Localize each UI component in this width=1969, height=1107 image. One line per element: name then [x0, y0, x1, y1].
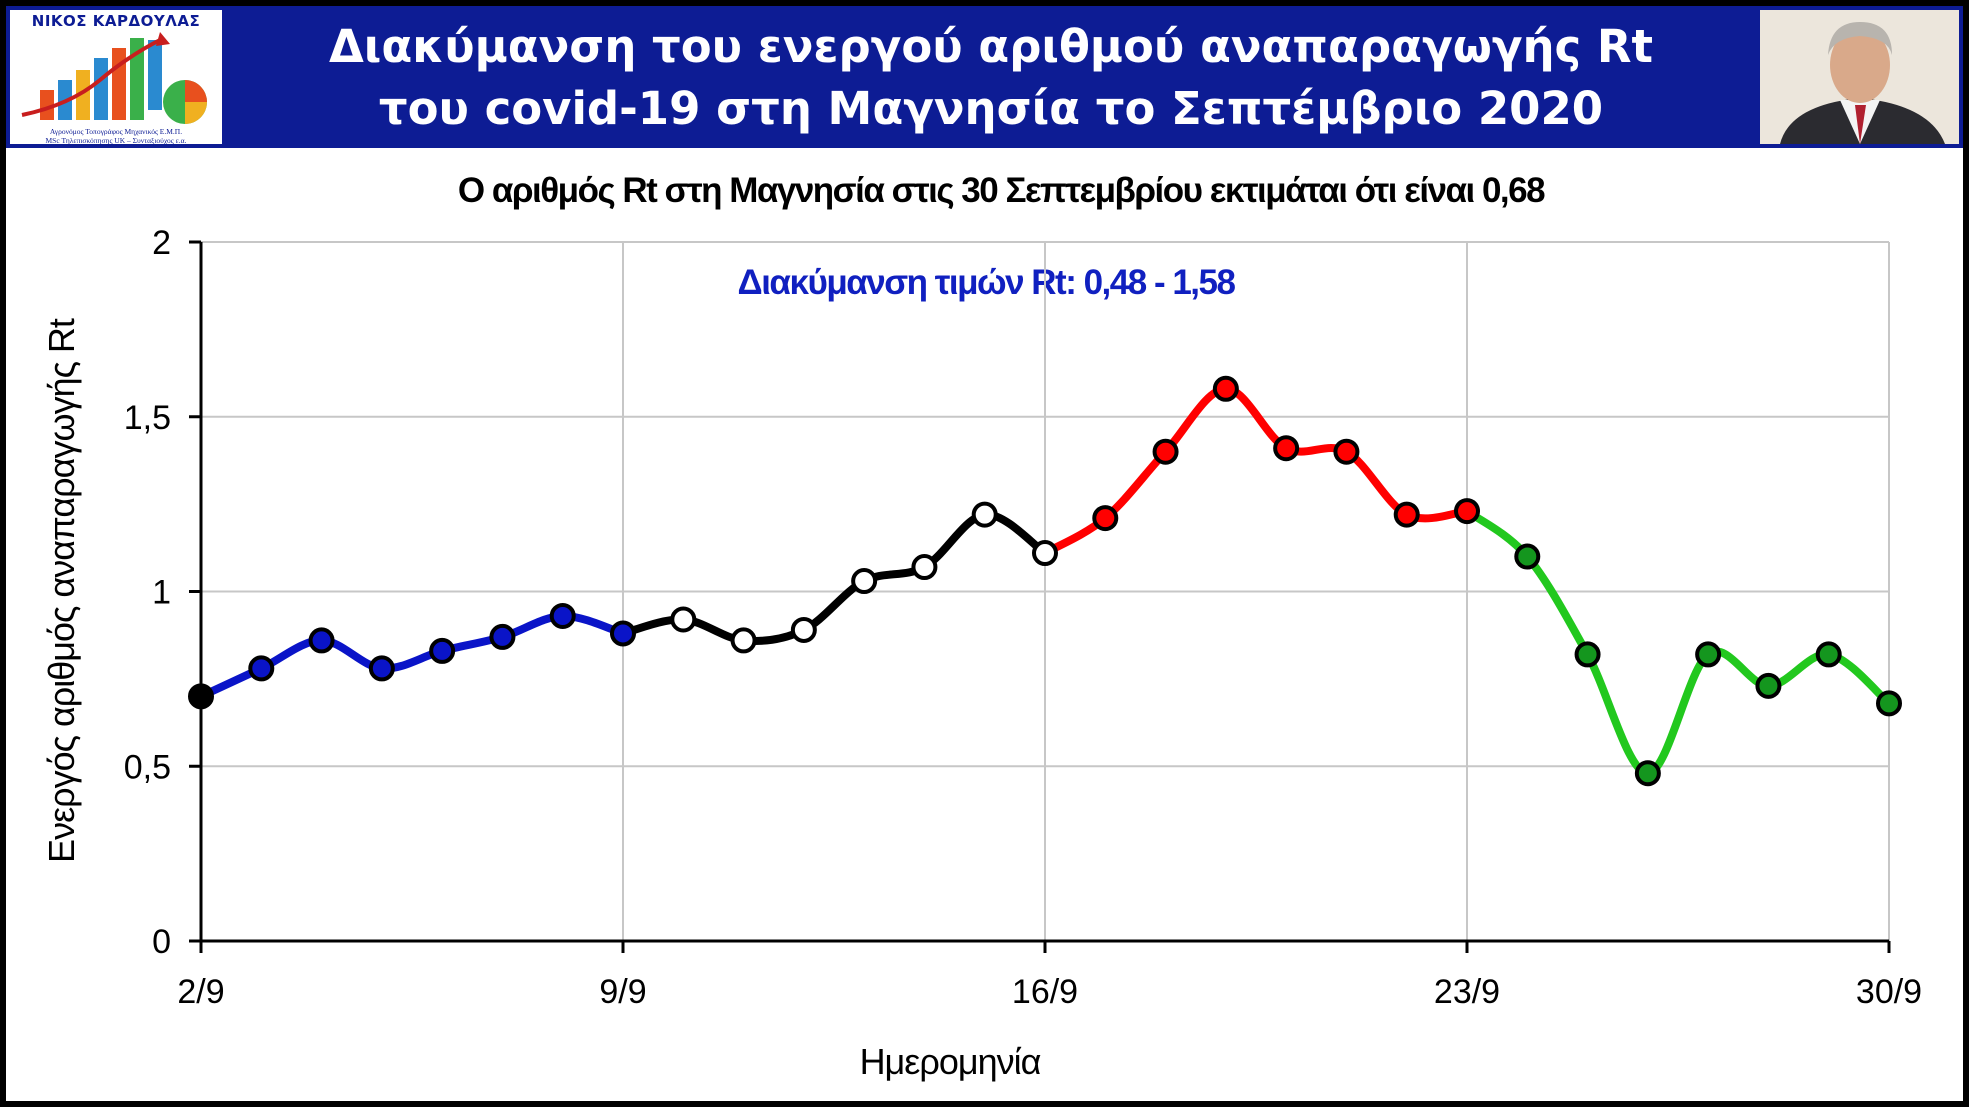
data-point-day-12	[790, 616, 817, 643]
data-point-day-2	[188, 683, 214, 710]
data-point-day-11	[730, 627, 757, 654]
y-tick-label: 1	[152, 574, 171, 612]
y-tick-label: 2	[152, 224, 171, 262]
chart-annotation: Διακύμανση τιμών Rt: 0,48 - 1,58	[738, 263, 1236, 302]
logo-subtitle-1: Αγρονόμος Τοπογράφος Μηχανικός Ε.Μ.Π.	[49, 127, 183, 136]
data-point-day-16	[1032, 540, 1058, 567]
data-point-day-13	[851, 568, 878, 595]
data-point-day-30	[1876, 690, 1902, 717]
data-point-day-5	[368, 655, 395, 682]
data-points	[188, 375, 1902, 787]
logo-subtitle-2: MSc Τηλεπισκόπησης UK – Συνταξιούχος ε.α…	[45, 136, 187, 144]
x-tick-label: 9/9	[599, 973, 646, 1011]
chart-area: Ο αριθμός Rt στη Μαγνησία στις 30 Σεπτεμ…	[6, 148, 1963, 1101]
y-tick-labels: 0 0,5 1 1,5 2	[124, 224, 171, 961]
data-point-day-9	[610, 620, 636, 647]
data-point-day-27	[1695, 641, 1722, 668]
logo-graphic	[21, 32, 207, 124]
frame: ΝΙΚΟΣ ΚΑΡΔΟΥΛΑΣ Αγρονόμος Τοπογράφος Μηχ…	[6, 6, 1963, 1101]
logo-title: ΝΙΚΟΣ ΚΑΡΔΟΥΛΑΣ	[31, 12, 201, 30]
data-point-day-22	[1393, 501, 1420, 528]
header-title: Διακύμανση του ενεργού αριθμού αναπαραγω…	[236, 16, 1746, 140]
data-point-day-18	[1152, 438, 1179, 465]
data-point-day-24	[1514, 543, 1541, 570]
x-tick-label: 30/9	[1856, 973, 1922, 1011]
header-title-line-1: Διακύμανση του ενεργού αριθμού αναπαραγω…	[328, 20, 1654, 73]
y-tick-label: 0	[152, 923, 171, 961]
x-tick-label: 16/9	[1012, 973, 1078, 1011]
data-point-day-29	[1815, 641, 1842, 668]
data-point-day-17	[1092, 505, 1119, 532]
data-point-day-10	[670, 606, 697, 633]
x-axis-label: Ημερομηνία	[860, 1041, 1041, 1082]
data-point-day-6	[429, 637, 456, 664]
data-point-day-25	[1574, 641, 1601, 668]
data-point-day-8	[549, 602, 576, 629]
data-point-day-19	[1212, 375, 1239, 402]
data-point-day-28	[1755, 672, 1782, 699]
axis-layer	[189, 240, 1891, 953]
data-point-day-14	[911, 554, 938, 581]
data-point-day-7	[489, 623, 516, 650]
x-tick-labels: 2/9 9/9 16/9 23/9 30/9	[177, 973, 1922, 1011]
data-point-day-20	[1273, 435, 1300, 462]
data-point-day-4	[308, 627, 335, 654]
header-banner: ΝΙΚΟΣ ΚΑΡΔΟΥΛΑΣ Αγρονόμος Τοπογράφος Μηχ…	[6, 6, 1963, 148]
author-photo	[1760, 10, 1959, 144]
portrait-graphic	[1760, 10, 1959, 144]
data-point-day-23	[1454, 498, 1480, 525]
y-tick-label: 0,5	[124, 748, 171, 786]
data-point-day-15	[971, 501, 998, 528]
rt-line-chart: Ο αριθμός Rt στη Μαγνησία στις 30 Σεπτεμ…	[41, 171, 1922, 1082]
author-logo: ΝΙΚΟΣ ΚΑΡΔΟΥΛΑΣ Αγρονόμος Τοπογράφος Μηχ…	[10, 10, 222, 144]
data-point-day-21	[1333, 438, 1360, 465]
chart-title: Ο αριθμός Rt στη Μαγνησία στις 30 Σεπτεμ…	[458, 171, 1545, 210]
grid-layer	[201, 241, 1890, 941]
x-tick-label: 23/9	[1434, 973, 1500, 1011]
y-tick-label: 1,5	[124, 399, 171, 437]
data-point-day-26	[1634, 760, 1661, 787]
y-axis-label: Ενεργός αριθμός αναπαραγωγής Rt	[41, 318, 82, 863]
data-point-day-3	[248, 655, 275, 682]
header-title-line-2: του covid-19 στη Μαγνησία το Σεπτέμβριο …	[378, 82, 1604, 135]
x-tick-label: 2/9	[177, 973, 224, 1011]
